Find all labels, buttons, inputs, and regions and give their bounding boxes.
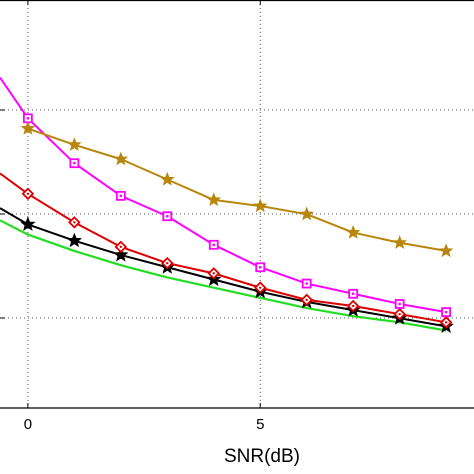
star-marker <box>438 243 454 258</box>
diamond-marker-center <box>119 245 123 249</box>
pentagram-marker <box>66 232 83 248</box>
series-layer <box>0 76 454 333</box>
plot-axes <box>0 0 474 409</box>
series-line <box>27 127 447 252</box>
star-marker <box>253 198 268 213</box>
diamond-marker-center <box>259 286 262 289</box>
series-2 <box>0 172 453 329</box>
diamond-marker-center <box>398 312 401 316</box>
star-marker <box>67 137 82 151</box>
square-marker-center <box>212 243 215 246</box>
series-1 <box>0 76 452 318</box>
star-marker <box>206 192 221 207</box>
star-marker <box>160 171 175 186</box>
square-marker-center <box>444 310 448 314</box>
diamond-marker-center <box>212 272 215 275</box>
series-line <box>0 219 447 332</box>
square-marker-center <box>166 215 169 218</box>
star-marker <box>299 206 314 221</box>
diamond-marker-center <box>351 304 355 308</box>
star-marker <box>345 224 361 239</box>
x-tick-label: 5 <box>256 416 264 433</box>
star-marker <box>20 120 36 135</box>
square-marker-center <box>119 194 123 198</box>
diamond-marker-center <box>73 221 76 224</box>
diamond-marker-center <box>26 192 30 195</box>
square-marker-center <box>259 266 262 269</box>
diamond-marker-center <box>444 321 448 324</box>
pentagram-marker <box>20 216 36 231</box>
x-tick-label: 0 <box>24 416 32 433</box>
star-marker <box>392 235 407 249</box>
square-marker-center <box>351 292 355 295</box>
square-marker-center <box>73 162 76 165</box>
diamond-marker-center <box>166 261 169 265</box>
square-marker-center <box>398 302 401 306</box>
pentagram-marker <box>113 246 129 262</box>
series-4 <box>0 219 447 332</box>
square-marker-center <box>26 117 30 120</box>
diamond-marker-center <box>305 298 308 302</box>
star-marker <box>113 151 129 166</box>
x-axis-label: SNR(dB) <box>224 446 300 467</box>
square-marker-center <box>305 282 308 285</box>
series-0 <box>20 120 454 258</box>
